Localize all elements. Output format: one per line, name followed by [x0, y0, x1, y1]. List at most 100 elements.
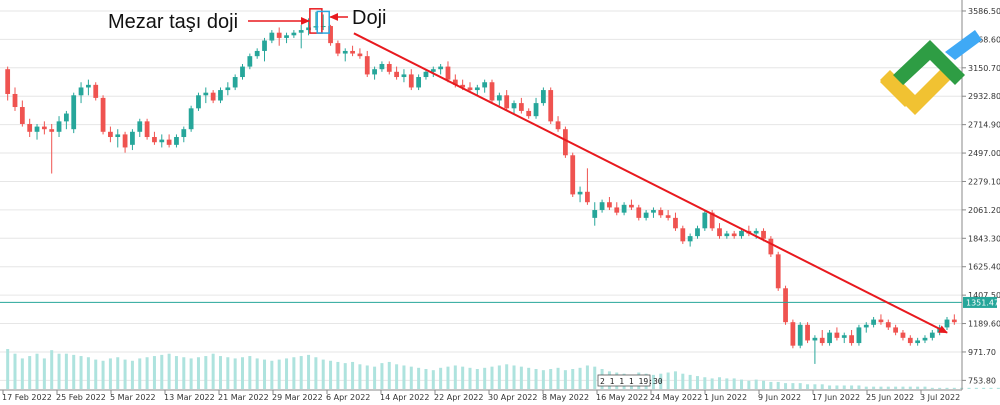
x-tick-label: 17 Jun 2022: [812, 393, 860, 402]
candle-body: [599, 202, 605, 211]
candle-body: [563, 129, 568, 156]
volume-bar: [292, 357, 296, 389]
candle: [775, 251, 781, 291]
candle: [555, 116, 561, 132]
volume-bar: [695, 376, 699, 389]
candle: [166, 134, 172, 148]
candle-body: [636, 207, 642, 218]
tombstone-doji-box: [309, 8, 323, 34]
candle-body: [269, 32, 275, 41]
volume-bar: [806, 384, 810, 389]
candle: [41, 121, 47, 135]
volume-bar: [505, 364, 509, 389]
volume-bar: [439, 367, 443, 389]
candle-body: [122, 134, 128, 148]
candle: [5, 66, 11, 101]
x-tick-label: 29 Mar 2022: [272, 393, 323, 402]
candle: [856, 324, 862, 346]
candle: [863, 322, 869, 333]
candle-body: [284, 35, 289, 38]
volume-bar: [373, 366, 377, 389]
candle-body: [878, 319, 884, 323]
candle: [416, 74, 422, 91]
candle: [834, 327, 840, 341]
candle-body: [86, 84, 91, 88]
volume-bar: [233, 358, 237, 389]
candle-body: [702, 212, 708, 229]
volume-bar: [974, 387, 978, 389]
volume-bar: [329, 360, 333, 389]
volume-bar: [263, 359, 267, 389]
volume-bar: [490, 366, 494, 389]
candle: [284, 32, 289, 44]
candle: [357, 48, 363, 59]
candle: [636, 204, 642, 221]
candle: [885, 319, 891, 331]
candle: [871, 316, 876, 328]
candle-body: [313, 26, 319, 28]
x-tick-label: 21 Mar 2022: [218, 393, 269, 402]
volume-bar: [651, 374, 655, 389]
volume-bar: [747, 380, 751, 389]
candle-body: [188, 108, 194, 130]
candle-body: [445, 66, 451, 80]
candle: [430, 66, 436, 78]
candle-body: [577, 191, 583, 195]
candle: [328, 24, 333, 46]
volume-bar: [130, 360, 134, 389]
x-tick-label: 24 May 2022: [650, 393, 702, 402]
candle-body: [71, 95, 77, 130]
volume-bar: [945, 387, 949, 389]
y-tick-label: 2932.80: [968, 92, 1000, 101]
candle-body: [680, 228, 686, 242]
x-tick-label: 25 Jun 2022: [866, 393, 914, 402]
candle-body: [108, 131, 113, 138]
candle-body: [357, 53, 363, 57]
x-tick-label: 16 May 2022: [596, 393, 648, 402]
volume-bar: [101, 360, 105, 389]
candle-body: [34, 126, 40, 132]
timer-label: 2 1 1 1 19:30: [600, 377, 663, 386]
candle-body: [181, 129, 187, 138]
candle: [489, 79, 495, 104]
candle-body: [526, 110, 532, 117]
candle-body: [709, 212, 715, 229]
volume-bar: [380, 363, 384, 389]
volume-bar: [820, 384, 824, 389]
volume-bar: [189, 358, 193, 389]
volume-bar: [409, 366, 413, 389]
timer-box-background: [597, 374, 651, 387]
volume-bar: [475, 369, 479, 389]
volume-bar: [776, 381, 780, 389]
candle: [130, 129, 135, 151]
candle: [526, 108, 532, 119]
y-tick-label: 1407.50: [968, 291, 1000, 300]
candle: [196, 92, 201, 111]
volume-bar: [285, 358, 289, 389]
volume-bar: [930, 387, 934, 389]
candle: [27, 118, 33, 138]
volume-bar: [718, 377, 721, 389]
candle-body: [489, 82, 495, 101]
candle-body: [430, 69, 436, 72]
candle: [592, 202, 598, 226]
candle: [262, 37, 267, 62]
volume-bar: [417, 367, 421, 389]
volume-bar: [461, 366, 465, 389]
candle-body: [827, 332, 832, 344]
volume-bar: [86, 357, 90, 389]
candle-body: [819, 337, 825, 344]
brand-logo-icon: [880, 30, 982, 115]
candle: [152, 131, 157, 145]
candle: [203, 87, 209, 104]
downtrend-line: [353, 32, 948, 334]
candle-body: [438, 66, 444, 70]
candle: [269, 30, 275, 44]
x-tick-label: 6 Apr 2022: [326, 393, 370, 402]
candle-body: [871, 319, 876, 325]
candle: [673, 212, 678, 231]
candle: [49, 123, 55, 174]
candle: [695, 225, 700, 239]
candle: [563, 126, 568, 158]
